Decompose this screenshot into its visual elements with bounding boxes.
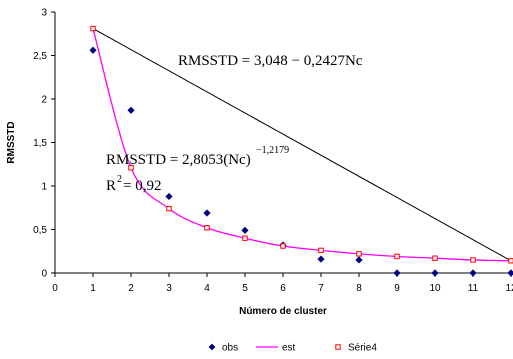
r-squared: R 2 = 0,92 — [106, 174, 161, 194]
x-tick-label: 1 — [90, 283, 96, 294]
legend-item-Série4: Série4 — [335, 343, 377, 354]
y-tick-label: 3 — [41, 8, 47, 19]
data-point — [394, 253, 400, 260]
x-ticks: 0123456789101112 — [52, 273, 513, 294]
data-point — [89, 46, 97, 54]
data-point — [204, 225, 210, 231]
power-equation: RMSSTD = 2,8053(Nc) −1,2179 — [106, 145, 289, 168]
x-tick-label: 0 — [52, 283, 58, 294]
x-axis-label: Número de cluster — [239, 306, 327, 317]
x-tick-label: 2 — [128, 283, 134, 294]
legend-label: Série4 — [348, 343, 377, 354]
legend-swatch — [335, 344, 341, 350]
data-point — [318, 247, 324, 254]
legend-item-obs: obs — [208, 343, 238, 354]
data-point — [203, 209, 211, 217]
x-tick-label: 5 — [242, 283, 248, 294]
y-tick-label: 2,5 — [33, 51, 47, 62]
series-Série4 — [90, 25, 513, 264]
x-tick-label: 6 — [280, 283, 286, 294]
y-ticks: 0 0,5 1 1,5 2 2,5 3 — [33, 8, 55, 280]
data-point — [90, 25, 96, 32]
r-squared-base: R — [106, 178, 116, 194]
x-tick-label: 9 — [394, 283, 400, 294]
data-point — [508, 258, 513, 264]
y-axis-label: RMSSTD — [6, 121, 17, 163]
data-point — [242, 235, 248, 241]
power-equation-exponent: −1,2179 — [256, 145, 289, 156]
data-point — [356, 251, 362, 257]
series-layer — [89, 25, 513, 277]
x-tick-label: 3 — [166, 283, 172, 294]
data-point — [469, 269, 477, 277]
power-equation-main: RMSSTD = 2,8053(Nc) — [106, 152, 251, 168]
data-point — [165, 192, 173, 201]
y-tick-label: 2 — [41, 95, 47, 106]
y-tick-label: 0,5 — [33, 225, 47, 236]
r-squared-exponent: 2 — [117, 174, 122, 185]
y-tick-label: 1,5 — [33, 138, 47, 149]
x-tick-label: 12 — [505, 283, 513, 294]
data-point — [432, 255, 438, 261]
series-obs — [89, 46, 513, 277]
data-point — [431, 269, 439, 277]
x-tick-label: 7 — [318, 283, 324, 294]
x-tick-label: 8 — [356, 283, 362, 294]
x-tick-label: 10 — [429, 283, 441, 294]
data-point — [241, 226, 249, 234]
linear-trend-line — [92, 28, 512, 262]
x-tick-label: 4 — [204, 283, 210, 294]
y-tick-label: 1 — [41, 182, 47, 193]
trend-line — [92, 28, 512, 262]
y-tick-label: 0 — [41, 269, 47, 280]
data-point — [507, 269, 513, 277]
legend-label: obs — [222, 343, 238, 354]
data-point — [128, 165, 134, 171]
legend-item-est: est — [256, 343, 296, 354]
data-point — [317, 255, 325, 263]
legend-swatch — [208, 343, 216, 351]
legend: obs est Série4 — [208, 343, 377, 354]
data-point — [280, 243, 286, 249]
data-point — [127, 106, 135, 114]
r-squared-value: = 0,92 — [123, 178, 161, 194]
data-point — [355, 256, 363, 264]
data-point — [470, 257, 476, 263]
data-point — [393, 269, 401, 277]
legend-label: est — [282, 343, 296, 354]
linear-equation: RMSSTD = 3,048 − 0,2427Nc — [178, 53, 363, 69]
data-point — [166, 205, 172, 212]
x-tick-label: 11 — [468, 283, 479, 294]
